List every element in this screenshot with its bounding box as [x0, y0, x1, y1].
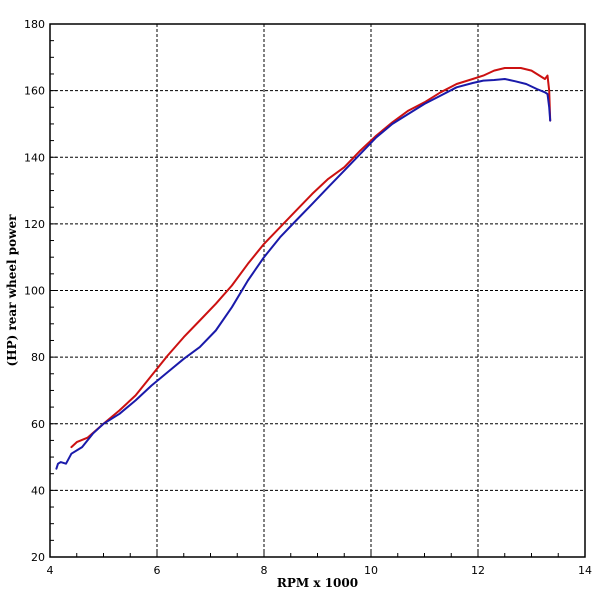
y-tick-label: 140 — [24, 151, 45, 164]
x-tick-label: 14 — [578, 564, 592, 577]
series-layer — [55, 67, 552, 470]
y-tick-label: 20 — [31, 551, 45, 564]
series-line-blue — [55, 78, 552, 470]
x-tick-label: 6 — [154, 564, 161, 577]
x-tick-label: 4 — [47, 564, 54, 577]
tick-layer — [49, 23, 586, 558]
x-axis-title: RPM x 1000 — [277, 576, 358, 590]
y-tick-label: 160 — [24, 85, 45, 98]
tick-labels: 4 6 8 10 12 14 20 40 60 80 100 120 140 160 180 — [24, 18, 592, 577]
y-tick-label: 40 — [31, 484, 45, 497]
x-tick-label: 8 — [261, 564, 268, 577]
y-tick-label: 180 — [24, 18, 45, 31]
series-line-red — [70, 67, 552, 449]
y-tick-label: 120 — [24, 218, 45, 231]
y-tick-label: 100 — [24, 285, 45, 298]
y-tick-label: 60 — [31, 418, 45, 431]
y-tick-label: 80 — [31, 351, 45, 364]
y-axis-title: (HP) rear wheel power — [5, 214, 19, 367]
x-tick-label: 10 — [364, 564, 378, 577]
grid-lines — [50, 24, 585, 557]
x-tick-label: 12 — [471, 564, 485, 577]
